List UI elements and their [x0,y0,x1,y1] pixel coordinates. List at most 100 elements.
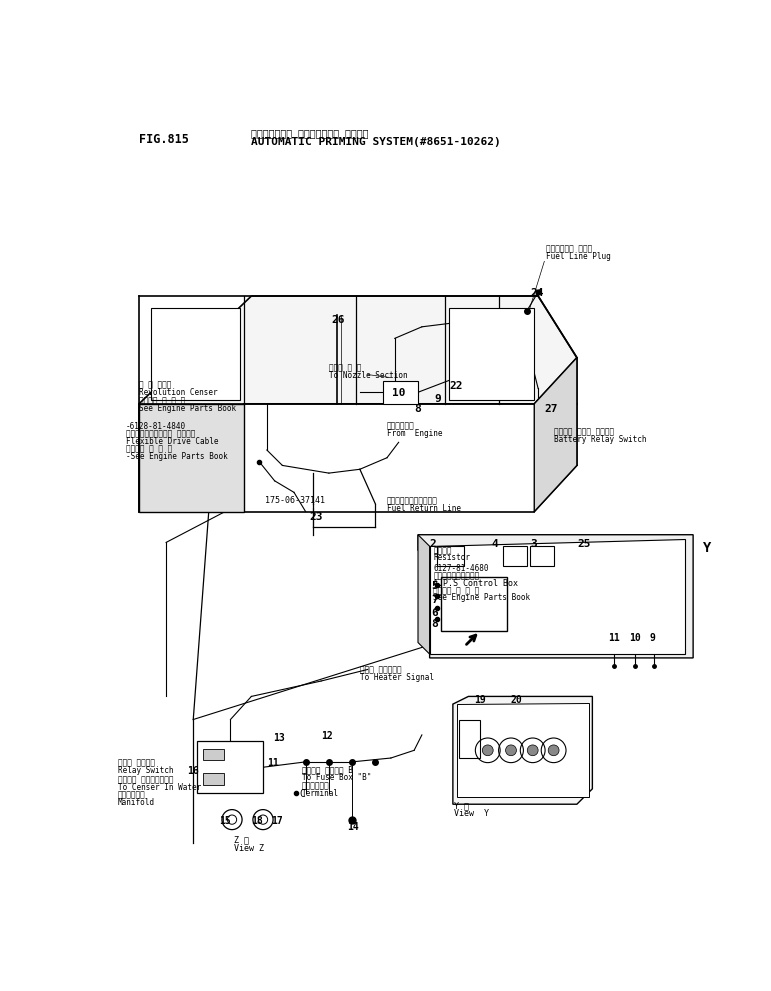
Text: Terminal: Terminal [301,789,338,798]
Text: 10: 10 [392,388,406,398]
Text: ノズル 節 へ: ノズル 節 へ [329,364,362,373]
Text: バッテリ リレー スイッチ: バッテリ リレー スイッチ [554,427,614,436]
Polygon shape [503,546,527,566]
Text: See Engine Parts Book: See Engine Parts Book [433,594,530,603]
Text: Z 視: Z 視 [234,835,248,844]
Text: 回 転 センサ: 回 転 センサ [139,381,171,389]
Text: Fuel Return Line: Fuel Return Line [387,503,461,513]
Text: 2: 2 [429,538,436,549]
Circle shape [258,815,268,825]
Text: 25: 25 [577,538,591,549]
Text: マニホールへ: マニホールへ [118,791,146,800]
Polygon shape [204,749,224,759]
Polygon shape [150,307,240,400]
Text: フェルライン プラグ: フェルライン プラグ [546,245,592,254]
Text: 24: 24 [530,288,544,298]
Text: 17: 17 [271,816,282,826]
Text: 27: 27 [544,403,558,414]
Polygon shape [437,546,464,566]
Circle shape [527,745,538,756]
Circle shape [227,815,237,825]
Text: Revolution Censer: Revolution Censer [139,388,217,397]
Polygon shape [418,535,429,654]
Text: 6127-81-4680: 6127-81-4680 [433,564,489,573]
Text: View  Y: View Y [454,809,490,818]
Text: View Z: View Z [234,844,264,853]
Text: ウォータ マニホールドの: ウォータ マニホールドの [118,775,173,784]
Text: 4: 4 [492,538,498,549]
Text: C: C [299,789,305,799]
Text: Resistor: Resistor [433,553,470,562]
Text: 16: 16 [187,766,199,776]
Text: -6128-81-4840: -6128-81-4840 [126,421,186,430]
Text: Y 視: Y 視 [454,801,470,810]
Text: 3: 3 [530,538,537,549]
Polygon shape [453,697,592,805]
Text: オートマチック プライミング・ システム: オートマチック プライミング・ システム [251,128,369,138]
Polygon shape [139,296,577,511]
Text: Y: Y [703,541,712,555]
Text: レジスタ: レジスタ [433,546,452,555]
Text: ヒータ シグナルへ: ヒータ シグナルへ [360,666,402,675]
Text: To Fuse Box "B": To Fuse Box "B" [301,773,371,783]
Text: Flexible Drive Cable: Flexible Drive Cable [126,437,218,446]
Text: エンジン 僕 手 記: エンジン 僕 手 記 [433,587,480,596]
Text: A.P.S Control Box: A.P.S Control Box [433,579,519,588]
Circle shape [548,745,559,756]
Text: エンジン 僕 手 記: エンジン 僕 手 記 [126,445,172,454]
Polygon shape [383,381,418,403]
Text: To Nozzle Section: To Nozzle Section [329,371,408,380]
Polygon shape [418,535,693,658]
Text: FIG.815: FIG.815 [139,133,189,146]
Polygon shape [456,703,588,797]
Circle shape [506,745,517,756]
Polygon shape [429,538,685,654]
Text: 6: 6 [431,607,438,617]
Text: -See Engine Parts Book: -See Engine Parts Book [126,452,227,462]
Polygon shape [204,773,224,785]
Text: 13: 13 [273,733,284,743]
Text: To Censer In Water: To Censer In Water [118,783,201,792]
Text: Manifold: Manifold [118,798,155,807]
Text: Relay Switch: Relay Switch [118,766,173,775]
Polygon shape [449,307,534,400]
Text: 22: 22 [449,381,463,390]
Text: 23: 23 [309,511,323,521]
Text: 11: 11 [608,633,620,643]
Polygon shape [530,546,554,566]
Text: 26: 26 [332,315,345,325]
Text: See Engine Parts Book: See Engine Parts Book [139,403,236,413]
Text: 8: 8 [431,619,438,629]
Text: ターミナルへ: ターミナルへ [301,781,329,790]
Text: 19: 19 [475,695,487,705]
Polygon shape [441,577,507,631]
Text: AUTOMATIC PRIMING SYSTEM(#8651-10262): AUTOMATIC PRIMING SYSTEM(#8651-10262) [251,138,501,148]
Text: エンジンから: エンジンから [387,421,415,430]
Text: To Heater Signal: To Heater Signal [360,673,434,683]
Text: 175-06-37141: 175-06-37141 [265,496,325,505]
Text: 15: 15 [220,816,231,826]
Text: 18: 18 [251,816,263,826]
Text: 9: 9 [434,393,441,403]
Text: 14: 14 [347,822,359,831]
Text: 5: 5 [431,581,438,591]
Text: フューズ ボックス B: フューズ ボックス B [301,766,352,775]
Text: 9: 9 [650,633,655,643]
Text: Fuel Line Plug: Fuel Line Plug [546,252,611,262]
Text: 20: 20 [511,695,523,705]
Text: 10: 10 [629,633,641,643]
Text: 11: 11 [267,758,278,768]
Text: From  Engine: From Engine [387,429,443,438]
Text: フレキシブルドライブ ケーブル: フレキシブルドライブ ケーブル [126,429,195,438]
Text: 12: 12 [322,731,333,741]
Polygon shape [139,403,244,511]
Text: リレー スイッチ: リレー スイッチ [118,758,155,767]
Text: 8: 8 [414,403,421,414]
Text: コントロールボックス: コントロールボックス [433,572,480,581]
Text: 7: 7 [431,595,438,605]
Text: フェエルリターンライン: フェエルリターンライン [387,496,438,505]
Text: Battery Relay Switch: Battery Relay Switch [554,435,646,444]
Polygon shape [534,358,577,511]
Polygon shape [197,741,263,793]
Circle shape [483,745,493,756]
